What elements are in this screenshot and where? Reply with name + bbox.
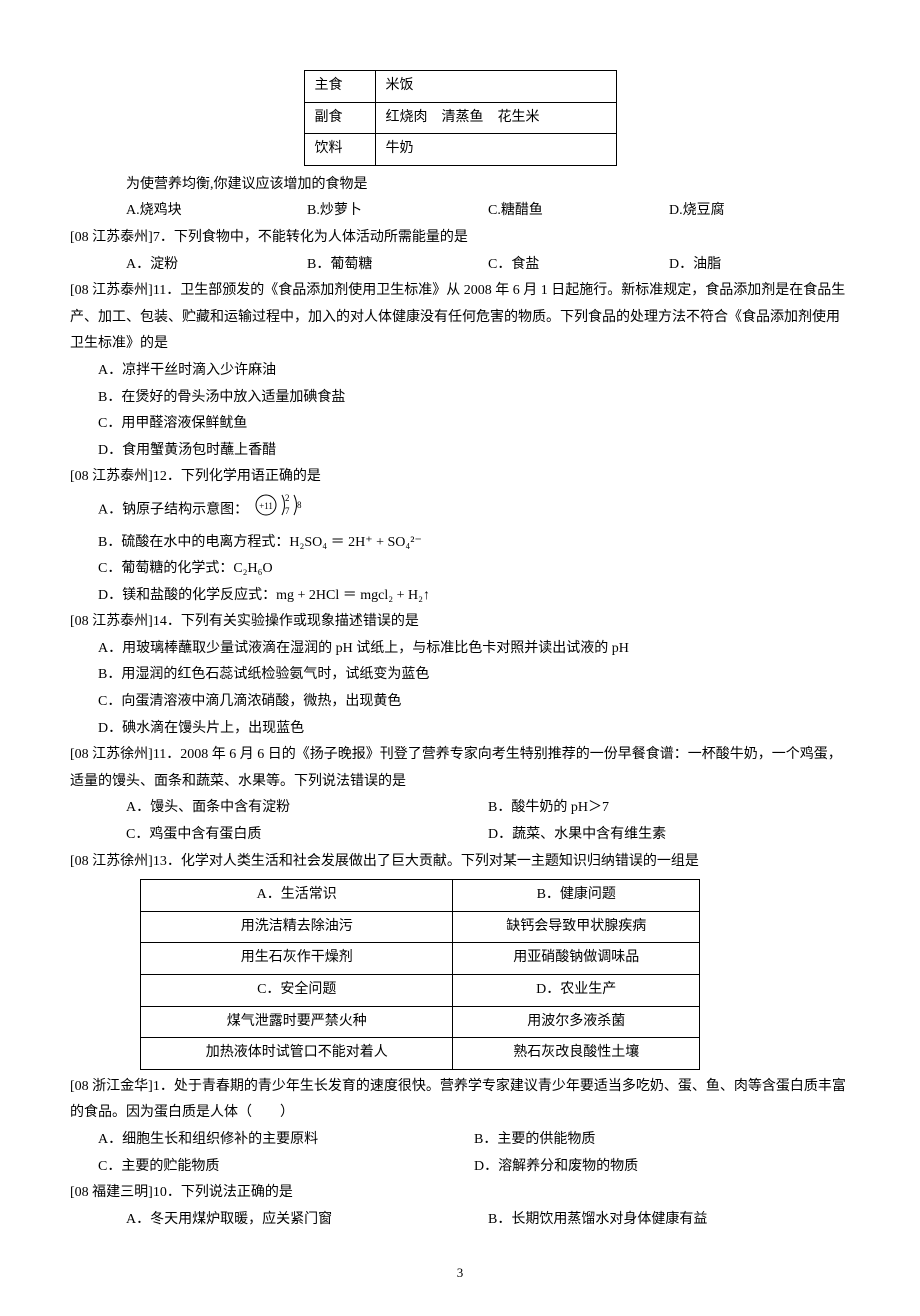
sodium-atom-diagram-icon: +11 2 7 8 (254, 491, 310, 530)
options-row: A．淀粉 B．葡萄糖 C．食盐 D．油脂 (126, 252, 850, 279)
option-a: A．用玻璃棒蘸取少量试液滴在湿润的 pH 试纸上，与标准比色卡对照并读出试液的 … (98, 636, 850, 663)
question-stem: [08 江苏泰州]7．下列食物中，不能转化为人体活动所需能量的是 (70, 225, 850, 252)
topic-cell: A．生活常识 (141, 880, 453, 912)
option-c: C．向蛋清溶液中滴几滴浓硝酸，微热，出现黄色 (98, 689, 850, 716)
meal-cell: 饮料 (304, 134, 375, 166)
svg-text:7: 7 (285, 506, 290, 516)
option-a: A．冬天用煤炉取暖，应关紧门窗 (126, 1207, 488, 1234)
svg-text:2: 2 (285, 493, 290, 503)
option-a: A.烧鸡块 (126, 198, 307, 225)
option-a: A．馒头、面条中含有淀粉 (126, 795, 488, 822)
stem-text: [08 江苏泰州]11．卫生部颁发的《食品添加剂使用卫生标准》从 2008 年 … (70, 278, 850, 358)
topic-cell: D．农业生产 (453, 975, 700, 1007)
topic-cell: 煤气泄露时要严禁火种 (141, 1006, 453, 1038)
option-a-text: A．钠原子结构示意图： (98, 502, 248, 517)
table-row: 主食 米饭 (304, 71, 616, 103)
option-c: C．用甲醛溶液保鲜鱿鱼 (98, 411, 850, 438)
meal-table: 主食 米饭 副食 红烧肉 清蒸鱼 花生米 饮料 牛奶 (304, 70, 617, 166)
question-stem: [08 江苏徐州]13．化学对人类生活和社会发展做出了巨大贡献。下列对某一主题知… (70, 849, 850, 876)
option-c: C．葡萄糖的化学式：C₂H₆O (98, 556, 850, 583)
topic-cell: 缺钙会导致甲状腺疾病 (453, 911, 700, 943)
option-b: B．长期饮用蒸馏水对身体健康有益 (488, 1207, 850, 1234)
question-stem: [08 江苏泰州]11．卫生部颁发的《食品添加剂使用卫生标准》从 2008 年 … (70, 278, 850, 358)
topic-cell: B．健康问题 (453, 880, 700, 912)
topic-cell: C．安全问题 (141, 975, 453, 1007)
option-b: B.炒萝卜 (307, 198, 488, 225)
question-stem: [08 江苏泰州]12．下列化学用语正确的是 (70, 464, 850, 491)
option-a: A．钠原子结构示意图： +11 2 7 8 (98, 491, 850, 530)
topic-cell: 用亚硝酸钠做调味品 (453, 943, 700, 975)
table-row: C．安全问题 D．农业生产 (141, 975, 700, 1007)
page-number: 3 (70, 1261, 850, 1286)
meal-cell: 红烧肉 清蒸鱼 花生米 (375, 102, 616, 134)
topic-cell: 用波尔多液杀菌 (453, 1006, 700, 1038)
option-c: C．食盐 (488, 252, 669, 279)
option-d: D．镁和盐酸的化学反应式：mg + 2HCl ＝ mgcl₂ + H₂↑ (98, 583, 850, 610)
question-stem: [08 福建三明]10．下列说法正确的是 (70, 1180, 850, 1207)
table-row: 副食 红烧肉 清蒸鱼 花生米 (304, 102, 616, 134)
option-d: D．溶解养分和废物的物质 (474, 1154, 850, 1181)
question-stem: [08 江苏徐州]11．2008 年 6 月 6 日的《扬子晚报》刊登了营养专家… (70, 742, 850, 795)
table-row: 加热液体时试管口不能对着人 熟石灰改良酸性土壤 (141, 1038, 700, 1070)
option-d: D.烧豆腐 (669, 198, 850, 225)
option-d: D．油脂 (669, 252, 850, 279)
options-row: C．鸡蛋中含有蛋白质 D．蔬菜、水果中含有维生素 (126, 822, 850, 849)
svg-text:+11: +11 (259, 501, 273, 511)
svg-text:8: 8 (297, 500, 302, 510)
option-c: C.糖醋鱼 (488, 198, 669, 225)
option-b: B．用湿润的红色石蕊试纸检验氨气时，试纸变为蓝色 (98, 662, 850, 689)
table-row: 用洗洁精去除油污 缺钙会导致甲状腺疾病 (141, 911, 700, 943)
meal-cell: 主食 (304, 71, 375, 103)
topic-cell: 用洗洁精去除油污 (141, 911, 453, 943)
topic-cell: 熟石灰改良酸性土壤 (453, 1038, 700, 1070)
topic-cell: 加热液体时试管口不能对着人 (141, 1038, 453, 1070)
options-row: A．馒头、面条中含有淀粉 B．酸牛奶的 pH＞7 (126, 795, 850, 822)
options-row: A．细胞生长和组织修补的主要原料 B．主要的供能物质 (98, 1127, 850, 1154)
option-b: B．葡萄糖 (307, 252, 488, 279)
meal-cell: 副食 (304, 102, 375, 134)
table-row: 煤气泄露时要严禁火种 用波尔多液杀菌 (141, 1006, 700, 1038)
option-a: A．细胞生长和组织修补的主要原料 (98, 1127, 474, 1154)
table-row: A．生活常识 B．健康问题 (141, 880, 700, 912)
option-b: B．硫酸在水中的电离方程式：H₂SO₄ ＝ 2H⁺ + SO₄²⁻ (98, 530, 850, 557)
question-stem: [08 浙江金华]1．处于青春期的青少年生长发育的速度很快。营养学专家建议青少年… (70, 1074, 850, 1127)
option-c: C．鸡蛋中含有蛋白质 (126, 822, 488, 849)
question-stem: [08 江苏泰州]14．下列有关实验操作或现象描述错误的是 (70, 609, 850, 636)
option-b: B．酸牛奶的 pH＞7 (488, 795, 850, 822)
options-row: A.烧鸡块 B.炒萝卜 C.糖醋鱼 D.烧豆腐 (126, 198, 850, 225)
topic-cell: 用生石灰作干燥剂 (141, 943, 453, 975)
meal-cell: 牛奶 (375, 134, 616, 166)
option-c: C．主要的贮能物质 (98, 1154, 474, 1181)
option-a: A．淀粉 (126, 252, 307, 279)
table-row: 饮料 牛奶 (304, 134, 616, 166)
option-d: D．蔬菜、水果中含有维生素 (488, 822, 850, 849)
option-a: A．凉拌干丝时滴入少许麻油 (98, 358, 850, 385)
options-row: C．主要的贮能物质 D．溶解养分和废物的物质 (98, 1154, 850, 1181)
option-d: D．碘水滴在馒头片上，出现蓝色 (98, 716, 850, 743)
option-b: B．在煲好的骨头汤中放入适量加碘食盐 (98, 385, 850, 412)
table-row: 用生石灰作干燥剂 用亚硝酸钠做调味品 (141, 943, 700, 975)
option-d: D．食用蟹黄汤包时蘸上香醋 (98, 438, 850, 465)
topic-table: A．生活常识 B．健康问题 用洗洁精去除油污 缺钙会导致甲状腺疾病 用生石灰作干… (140, 879, 700, 1070)
question-prompt: 为使营养均衡,你建议应该增加的食物是 (126, 172, 850, 199)
option-b: B．主要的供能物质 (474, 1127, 850, 1154)
options-row: A．冬天用煤炉取暖，应关紧门窗 B．长期饮用蒸馏水对身体健康有益 (126, 1207, 850, 1234)
meal-cell: 米饭 (375, 71, 616, 103)
